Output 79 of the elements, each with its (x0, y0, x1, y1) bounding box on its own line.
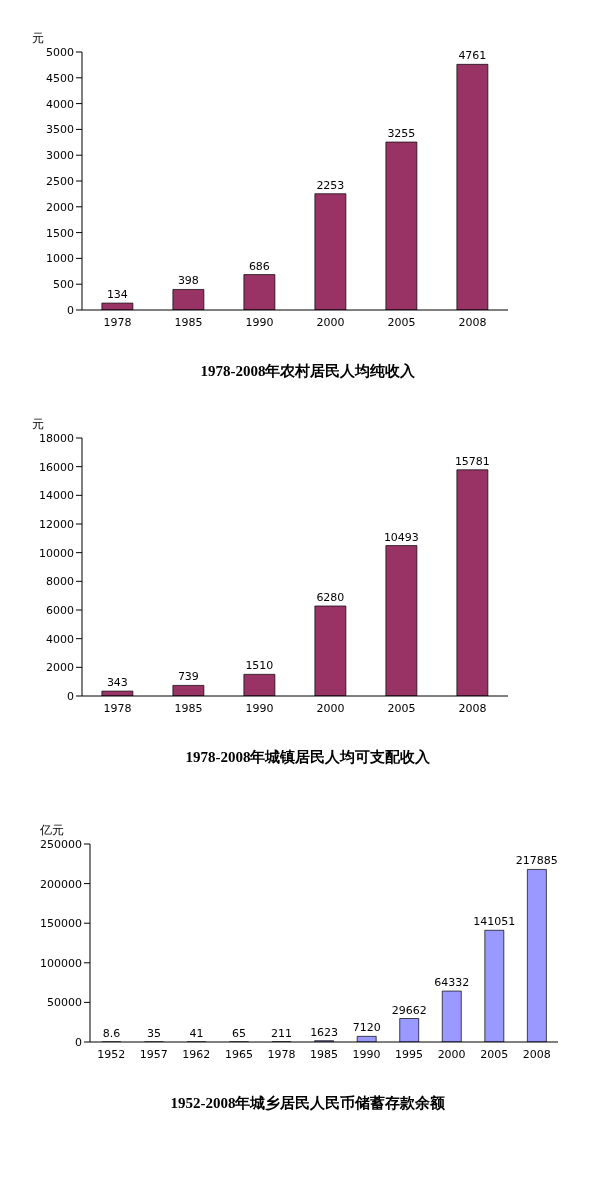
data-label: 141051 (473, 915, 516, 929)
y-tick-label: 4000 (46, 97, 74, 111)
x-tick-label: 2008 (458, 701, 487, 715)
y-tick-label: 250000 (40, 837, 82, 851)
x-tick-label: 1978 (103, 315, 132, 329)
y-tick-label: 12000 (39, 517, 74, 531)
x-tick-label: 2000 (316, 315, 345, 329)
y-tick-label: 16000 (39, 460, 74, 474)
x-tick-label: 2008 (458, 315, 487, 329)
y-tick-label: 2500 (46, 174, 74, 188)
x-tick-label: 2008 (522, 1047, 551, 1061)
y-axis-title: 亿元 (40, 822, 64, 839)
data-label: 1510 (245, 659, 274, 673)
y-tick-label: 1000 (46, 252, 74, 266)
x-tick-label: 1965 (224, 1047, 253, 1061)
data-label: 134 (106, 288, 128, 302)
data-label: 64332 (434, 976, 470, 990)
x-tick-label: 2005 (387, 315, 416, 329)
y-tick-label: 6000 (46, 603, 74, 617)
data-label: 343 (106, 676, 128, 690)
data-label: 211 (271, 1026, 293, 1040)
x-tick-label: 2000 (437, 1047, 466, 1061)
x-tick-label: 1962 (182, 1047, 211, 1061)
x-tick-label: 2000 (316, 701, 345, 715)
data-label: 3255 (387, 127, 416, 141)
y-axis-title: 元 (32, 30, 44, 47)
x-tick-label: 1985 (310, 1047, 338, 1061)
x-tick-label: 1952 (97, 1047, 126, 1061)
data-label: 10493 (383, 530, 419, 544)
y-tick-label: 150000 (40, 917, 82, 931)
x-tick-label: 1957 (139, 1047, 168, 1061)
y-tick-label: 3000 (46, 149, 74, 163)
y-tick-label: 18000 (39, 431, 74, 445)
y-tick-label: 2000 (46, 661, 74, 675)
x-tick-label: 2005 (387, 701, 416, 715)
x-tick-label: 1985 (174, 315, 203, 329)
data-label: 29662 (391, 1003, 427, 1017)
y-tick-label: 50000 (47, 996, 82, 1010)
y-tick-label: 10000 (39, 546, 74, 560)
data-label: 15781 (454, 454, 490, 468)
data-label: 686 (248, 259, 270, 273)
data-label: 2253 (316, 178, 345, 192)
data-label: 8.6 (102, 1026, 121, 1040)
data-label: 1623 (310, 1025, 339, 1039)
y-tick-label: 0 (67, 689, 74, 703)
data-label: 65 (232, 1026, 247, 1040)
x-tick-label: 1978 (267, 1047, 296, 1061)
x-tick-label: 1990 (245, 315, 274, 329)
x-tick-label: 1995 (395, 1047, 424, 1061)
y-tick-label: 5000 (46, 45, 74, 59)
y-tick-label: 0 (75, 1035, 82, 1049)
y-tick-label: 200000 (40, 877, 82, 891)
y-tick-label: 4000 (46, 632, 74, 646)
x-tick-label: 1978 (103, 701, 132, 715)
data-label: 217885 (515, 854, 558, 868)
data-label: 398 (177, 274, 199, 288)
data-label: 739 (177, 670, 199, 684)
y-tick-label: 1500 (46, 226, 74, 240)
data-label: 41 (189, 1026, 204, 1040)
x-tick-label: 1990 (245, 701, 274, 715)
y-tick-label: 100000 (40, 956, 82, 970)
data-label: 7120 (352, 1021, 381, 1035)
x-tick-label: 1990 (352, 1047, 381, 1061)
data-label: 4761 (458, 49, 487, 63)
y-tick-label: 0 (67, 303, 74, 317)
x-tick-label: 1985 (174, 701, 203, 715)
data-label: 6280 (316, 590, 345, 604)
y-tick-label: 3500 (46, 123, 74, 137)
y-tick-label: 8000 (46, 575, 74, 589)
text: 1978-2008年农村居民人均纯收入 (199, 362, 417, 381)
y-axis-title: 元 (32, 416, 44, 433)
text: 1952-2008年城乡居民人民币储蓄存款余额 (169, 1094, 447, 1113)
y-tick-label: 2000 (46, 200, 74, 214)
y-tick-label: 500 (53, 278, 74, 292)
y-tick-label: 4500 (46, 71, 74, 85)
data-label: 35 (146, 1026, 161, 1040)
y-tick-label: 14000 (39, 489, 74, 503)
x-tick-label: 2005 (480, 1047, 509, 1061)
text: 1978-2008年城镇居民人均可支配收入 (184, 748, 432, 767)
